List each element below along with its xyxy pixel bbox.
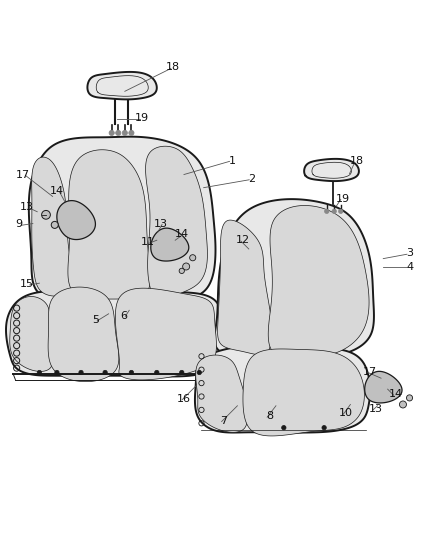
Circle shape xyxy=(116,130,121,135)
Text: 14: 14 xyxy=(389,390,403,399)
Circle shape xyxy=(197,370,201,375)
Polygon shape xyxy=(268,206,369,357)
Polygon shape xyxy=(6,291,223,376)
Text: 2: 2 xyxy=(248,174,255,184)
Text: 15: 15 xyxy=(20,279,34,289)
Circle shape xyxy=(399,401,406,408)
Circle shape xyxy=(339,209,343,214)
Circle shape xyxy=(51,221,58,229)
Circle shape xyxy=(37,370,42,375)
Circle shape xyxy=(332,209,336,214)
Polygon shape xyxy=(115,288,216,380)
Circle shape xyxy=(122,130,127,135)
Text: 13: 13 xyxy=(20,203,34,212)
Circle shape xyxy=(179,268,184,273)
Text: 14: 14 xyxy=(175,229,189,239)
Circle shape xyxy=(129,370,134,375)
Text: 11: 11 xyxy=(141,237,155,247)
Circle shape xyxy=(129,130,134,135)
Polygon shape xyxy=(88,72,157,99)
Text: 5: 5 xyxy=(92,315,99,325)
Circle shape xyxy=(282,425,286,430)
Polygon shape xyxy=(68,150,151,299)
Text: 7: 7 xyxy=(220,416,227,426)
Circle shape xyxy=(183,263,190,270)
Text: 6: 6 xyxy=(120,311,127,320)
Polygon shape xyxy=(304,159,359,181)
Polygon shape xyxy=(195,346,370,433)
Text: 13: 13 xyxy=(154,219,168,229)
Text: 16: 16 xyxy=(177,394,191,404)
Text: 14: 14 xyxy=(50,186,64,196)
Polygon shape xyxy=(29,136,215,303)
Polygon shape xyxy=(365,372,402,403)
Text: 3: 3 xyxy=(406,248,413,259)
Polygon shape xyxy=(215,199,374,359)
Circle shape xyxy=(325,209,329,214)
Text: 18: 18 xyxy=(166,62,180,72)
Circle shape xyxy=(103,370,107,375)
Polygon shape xyxy=(196,355,248,432)
Text: 9: 9 xyxy=(15,220,22,229)
Polygon shape xyxy=(151,228,189,261)
Text: 10: 10 xyxy=(339,408,353,418)
Circle shape xyxy=(42,211,50,219)
Circle shape xyxy=(79,370,83,375)
Text: 13: 13 xyxy=(369,404,383,414)
Circle shape xyxy=(190,255,196,261)
Text: 4: 4 xyxy=(406,262,413,271)
Circle shape xyxy=(55,370,59,375)
Text: 12: 12 xyxy=(236,235,250,245)
Polygon shape xyxy=(10,296,53,372)
Text: 1: 1 xyxy=(229,156,236,166)
Polygon shape xyxy=(57,200,95,239)
Polygon shape xyxy=(243,349,364,436)
Text: 17: 17 xyxy=(363,367,377,377)
Text: 19: 19 xyxy=(336,193,350,204)
Circle shape xyxy=(180,370,184,375)
Text: 8: 8 xyxy=(266,411,273,421)
Polygon shape xyxy=(48,287,119,382)
Circle shape xyxy=(155,370,159,375)
Circle shape xyxy=(322,425,326,430)
Polygon shape xyxy=(145,146,208,298)
Text: 19: 19 xyxy=(135,114,149,124)
Polygon shape xyxy=(32,157,73,296)
Circle shape xyxy=(406,395,413,401)
Text: 18: 18 xyxy=(350,156,364,166)
Text: 17: 17 xyxy=(16,169,30,180)
Circle shape xyxy=(109,130,114,135)
Polygon shape xyxy=(218,220,272,355)
